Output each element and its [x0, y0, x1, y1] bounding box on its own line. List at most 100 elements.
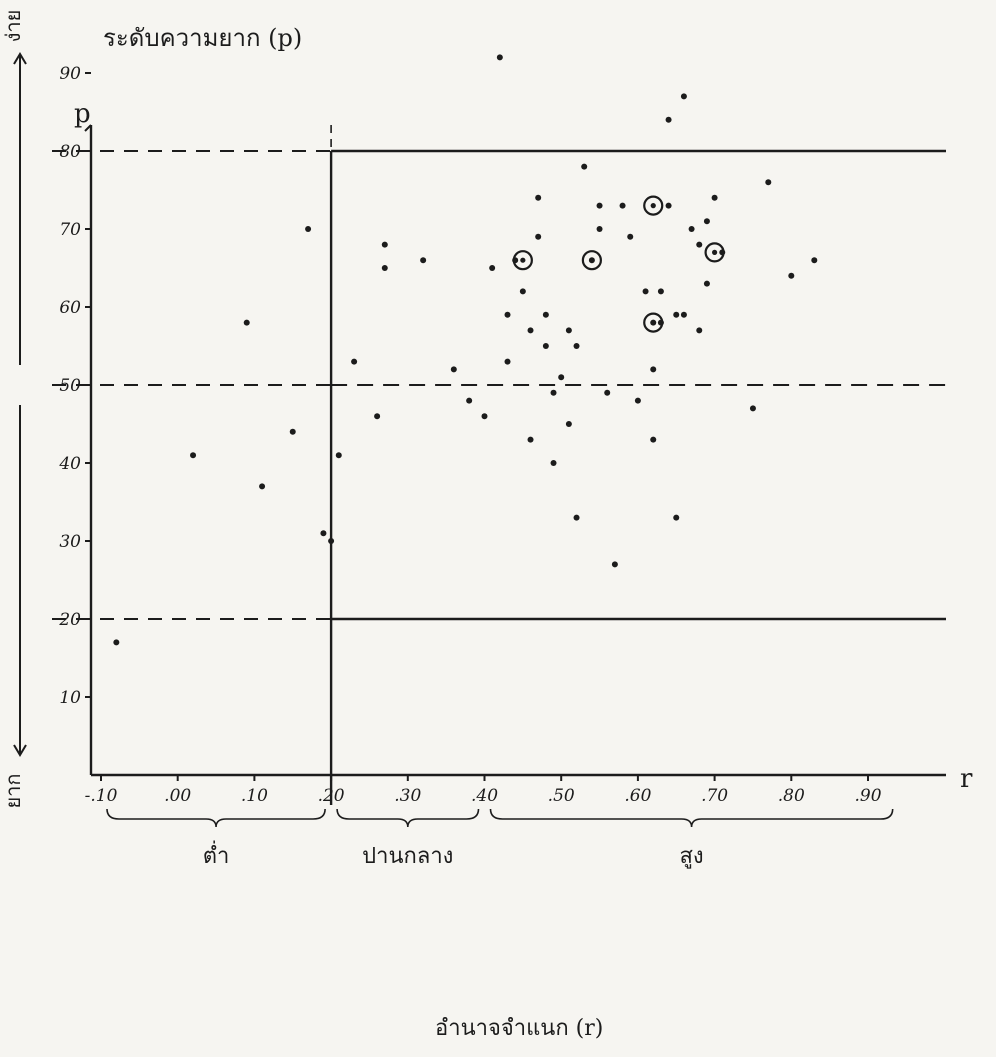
y-group-label: ยาก	[1, 773, 25, 808]
data-point	[527, 327, 534, 334]
data-point	[711, 194, 718, 201]
data-point	[420, 257, 427, 264]
circled-data-point	[512, 250, 533, 271]
data-point	[243, 319, 250, 326]
data-point	[703, 280, 710, 287]
y-tick-label: 40	[58, 454, 81, 474]
data-point	[328, 538, 335, 544]
data-point	[374, 413, 381, 420]
tick-labels: 10 20 30 40 50 60 70 80 90 -.10 .00 .10 .20 .30 .40 .50…	[58, 64, 881, 806]
data-point	[749, 405, 756, 412]
data-point	[611, 561, 618, 568]
x-tick-label: .80	[778, 786, 805, 806]
circled-data-point	[581, 250, 602, 271]
data-point	[596, 226, 603, 232]
circled-data-point	[643, 312, 664, 333]
data-point	[642, 288, 649, 295]
data-point	[113, 639, 120, 646]
data-point	[673, 311, 680, 318]
data-point	[665, 116, 672, 123]
data-point	[788, 272, 795, 279]
data-point	[665, 202, 672, 209]
data-point	[688, 226, 695, 232]
x-tick-label: .20	[318, 786, 345, 806]
x-tick-label: .50	[548, 786, 575, 806]
data-point	[504, 358, 511, 365]
data-point	[696, 327, 703, 334]
x-tick-label: .00	[164, 786, 191, 806]
circled-point-center	[650, 203, 656, 209]
circled-point-center	[650, 320, 656, 326]
data-point	[527, 436, 534, 443]
data-point	[573, 343, 580, 349]
circled-point-center	[712, 249, 718, 255]
data-point	[381, 265, 388, 271]
reference-lines	[52, 125, 946, 805]
data-point	[542, 311, 549, 318]
y-group-arrowhead	[13, 52, 27, 65]
y-group-arrowhead	[13, 744, 27, 757]
x-axis-label: อำนาจจำแนก (r)	[435, 1016, 603, 1041]
data-point	[604, 389, 611, 396]
data-point	[696, 241, 703, 248]
x-tick-label: .90	[854, 786, 881, 806]
data-point	[765, 179, 772, 186]
x-group-bracket	[106, 808, 326, 828]
data-point	[466, 397, 473, 404]
circled-data-point	[704, 242, 725, 263]
x-group-bracket	[336, 808, 480, 828]
data-point	[496, 54, 503, 61]
y-group-label: ง่าย	[1, 10, 25, 43]
circled-point-center	[520, 257, 526, 263]
data-points	[113, 54, 818, 646]
data-point	[542, 343, 549, 349]
axes	[84, 124, 946, 777]
x-tick-label: .30	[394, 786, 421, 806]
data-point	[565, 421, 572, 427]
chart-title: ระดับความยาก (p)	[103, 24, 302, 52]
data-point	[573, 514, 580, 521]
x-group-label: สูง	[680, 844, 704, 869]
data-point	[190, 452, 197, 459]
data-point	[650, 366, 657, 373]
data-point	[535, 194, 542, 201]
x-tick-label: .40	[471, 786, 498, 806]
data-point	[519, 288, 526, 295]
y-axis-arrow	[84, 124, 92, 132]
data-point	[581, 163, 588, 170]
data-point	[703, 218, 710, 225]
data-point	[550, 389, 557, 396]
data-point	[289, 428, 296, 435]
circled-data-point	[643, 195, 664, 216]
data-point	[650, 436, 657, 443]
data-point	[489, 265, 496, 271]
data-point	[535, 233, 542, 240]
y-tick-label: 50	[59, 376, 81, 396]
data-point	[596, 202, 603, 209]
y-axis-label: p	[74, 99, 91, 129]
data-point	[335, 452, 342, 459]
data-point	[259, 483, 266, 490]
data-point	[305, 226, 312, 232]
x-group-label: ปานกลาง	[362, 844, 453, 869]
y-tick-label: 30	[59, 532, 81, 552]
x-tick-label: -.10	[85, 786, 118, 806]
circled-point-center	[589, 257, 595, 263]
y-tick-label: 20	[58, 610, 81, 630]
y-tick-label: 70	[59, 220, 81, 240]
x-tick-label: .60	[624, 786, 651, 806]
data-point	[657, 288, 664, 295]
y-tick-label: 60	[59, 298, 81, 318]
data-point	[680, 311, 687, 318]
data-point	[565, 327, 572, 334]
data-point	[627, 233, 634, 240]
x-tick-label: .70	[701, 786, 728, 806]
data-point	[550, 460, 557, 466]
x-group-bracket	[489, 808, 894, 828]
data-point	[320, 530, 327, 537]
data-point	[481, 413, 488, 420]
data-point	[450, 366, 457, 373]
